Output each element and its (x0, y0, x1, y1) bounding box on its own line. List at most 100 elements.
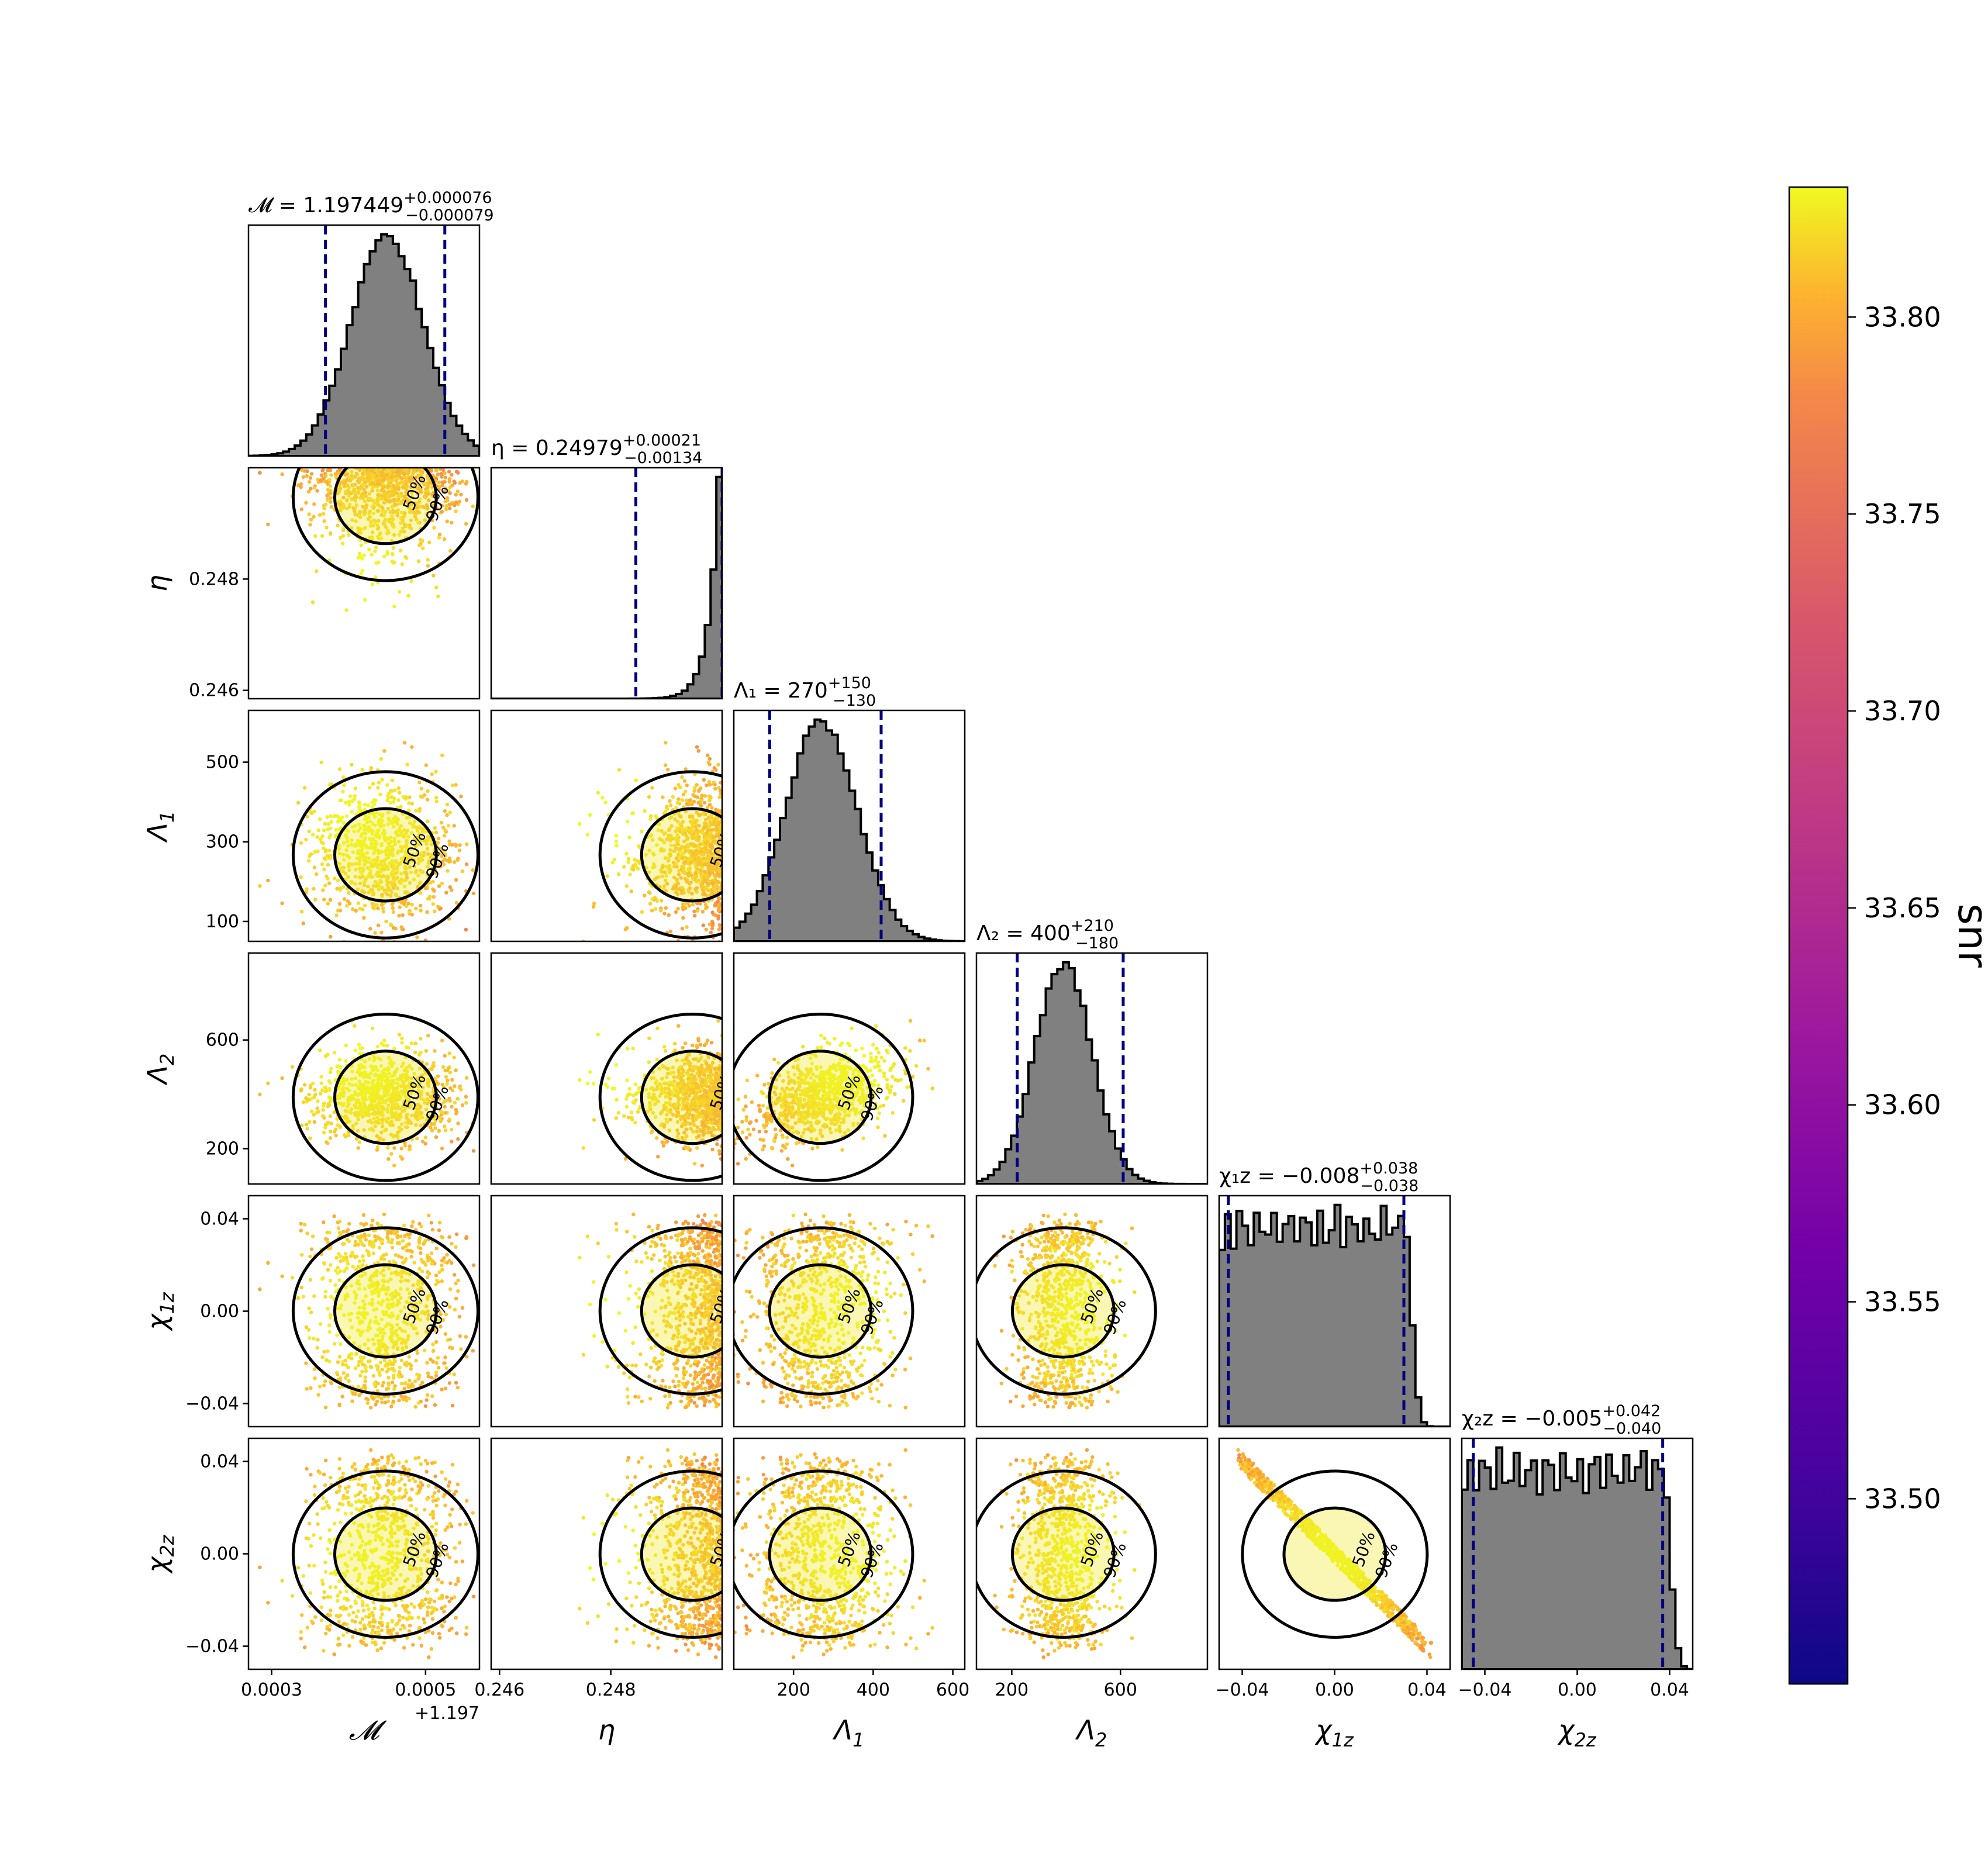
ytick-label-eta: 0.246 (189, 681, 239, 701)
ytick-label-chi2z: −0.04 (185, 1637, 239, 1657)
panel-frame (247, 709, 481, 943)
panel-lambda1-lambda1: Λ₁ = 270+150 −130 (733, 674, 966, 943)
ytick-label-eta: 0.248 (189, 569, 239, 589)
xtick-label-lambda1: 400 (857, 1680, 890, 1700)
panel-chi1z-lambda2: 50%90% (975, 1195, 1209, 1428)
contour-90% (291, 1013, 479, 1182)
xtick-label-lambda1: 600 (936, 1680, 969, 1700)
panel-frame (733, 1437, 966, 1670)
colorbar-label: snr (1949, 903, 1988, 968)
ylabel-eta: η (141, 575, 173, 592)
panel-chi1z-lambda1: 50%90% (733, 1195, 966, 1428)
contour-90% (291, 1226, 479, 1396)
scatter-chi2z-lambda2 (976, 1448, 1142, 1659)
ylabel-lambda1: Λ1 (141, 811, 178, 843)
contour-50% (333, 807, 438, 903)
contour-50% (640, 807, 722, 903)
xtick-label-mc: 0.0005 (395, 1680, 456, 1700)
xtick-label-lambda1: 200 (777, 1680, 810, 1700)
contour-90% (734, 1013, 914, 1182)
ytick-label-lambda1: 300 (206, 832, 239, 852)
panel-frame (975, 1195, 1209, 1428)
title-chi2z: χ₂z = −0.005+0.042 −0.040 (1462, 1402, 1661, 1438)
panel-frame (733, 952, 966, 1185)
contour-90% (598, 1226, 722, 1396)
contour-50% (333, 468, 438, 546)
ytick-label-lambda2: 200 (206, 1139, 239, 1159)
contour-50% (333, 1506, 438, 1602)
panel-frame (1218, 1195, 1451, 1428)
xtick-label-chi1z: 0.04 (1407, 1680, 1447, 1700)
scatter-chi1z-eta (578, 1212, 722, 1410)
colorbar-tick-label: 33.65 (1864, 892, 1941, 924)
scatter-lambda2-lambda1 (734, 1019, 934, 1168)
scatter-lambda1-mc (258, 741, 479, 941)
ylabel-lambda2: Λ2 (141, 1054, 178, 1086)
contour-90% (976, 1469, 1157, 1639)
xtick-label-mc: 0.0003 (241, 1680, 302, 1700)
colorbar-tick-label: 33.60 (1864, 1089, 1941, 1121)
panel-frame (247, 952, 481, 1185)
histogram-chi2z (1462, 1446, 1693, 1669)
panel-lambda2-lambda2: Λ₂ = 400+210 −180 (975, 917, 1209, 1185)
snr-colorbar: 33.50 33.55 33.60 33.65 33.70 33.75 33.80 snr (1788, 186, 1988, 1685)
contour-50% (333, 1263, 438, 1359)
xlabel-chi1z: χ1z (1314, 1714, 1354, 1751)
contour-90% (1241, 1469, 1429, 1639)
corner-panels: 𝓜 = 1.197449+0.000076 −0.000079 50%90% 0.24… (141, 189, 1694, 1751)
title-mc: 𝓜 = 1.197449+0.000076 −0.000079 (248, 189, 494, 225)
offset-label-mc: +1.197 (415, 1703, 479, 1724)
panel-chi2z-chi2z: χ₂z = −0.005+0.042 −0.040 −0.04 0.00 0.04 χ2z (1458, 1402, 1694, 1751)
xlabel-eta: η (598, 1714, 615, 1746)
contour-50% (1010, 1263, 1116, 1359)
contour-50% (640, 1050, 722, 1145)
panel-frame (247, 467, 481, 700)
ytick-label-lambda1: 100 (206, 912, 239, 932)
title-eta: η = 0.24979+0.00021 −0.00134 (491, 431, 702, 467)
histogram-chi1z (1219, 1203, 1450, 1427)
scatter-chi2z-chi1z (1236, 1448, 1434, 1659)
contour-90% (598, 1469, 722, 1639)
contour-90% (598, 770, 722, 940)
histogram-lambda2 (976, 961, 1207, 1184)
panel-frame (247, 224, 481, 457)
panel-frame (733, 709, 966, 943)
panel-lambda2-eta: 50%90% (490, 952, 723, 1185)
colorbar-tick-label: 33.75 (1864, 498, 1941, 530)
contour-90% (291, 468, 479, 582)
colorbar-tick-label: 33.70 (1864, 695, 1941, 727)
contour-50% (640, 1506, 722, 1602)
contour-90% (291, 1469, 479, 1639)
xtick-label-chi2z: 0.00 (1558, 1680, 1597, 1700)
histogram-lambda1 (734, 718, 965, 941)
scatter-chi2z-eta (578, 1448, 722, 1659)
contour-50% (1282, 1506, 1388, 1602)
xlabel-chi2z: χ2z (1556, 1714, 1597, 1751)
panel-frame (975, 1437, 1209, 1670)
histogram-eta (491, 475, 722, 699)
contour-50% (333, 1050, 438, 1145)
contour-90% (598, 1013, 722, 1182)
scatter-chi1z-lambda2 (976, 1212, 1142, 1410)
ytick-label-lambda1: 500 (206, 752, 239, 773)
panel-frame (490, 1195, 723, 1428)
panel-eta-eta: η = 0.24979+0.00021 −0.00134 (490, 431, 723, 700)
contour-50% (768, 1050, 873, 1145)
xtick-label-lambda2: 600 (1104, 1680, 1137, 1700)
panel-chi1z-chi1z: χ₁z = −0.008+0.038 −0.038 (1218, 1159, 1451, 1428)
xlabel-lambda1: Λ1 (833, 1714, 865, 1751)
xtick-label-chi2z: 0.04 (1650, 1680, 1689, 1700)
contour-50% (768, 1506, 873, 1602)
ytick-label-lambda2: 600 (206, 1030, 239, 1051)
colorbar-gradient (1788, 186, 1849, 1685)
xtick-label-chi1z: −0.04 (1216, 1680, 1269, 1700)
xtick-label-lambda2: 200 (995, 1680, 1028, 1700)
